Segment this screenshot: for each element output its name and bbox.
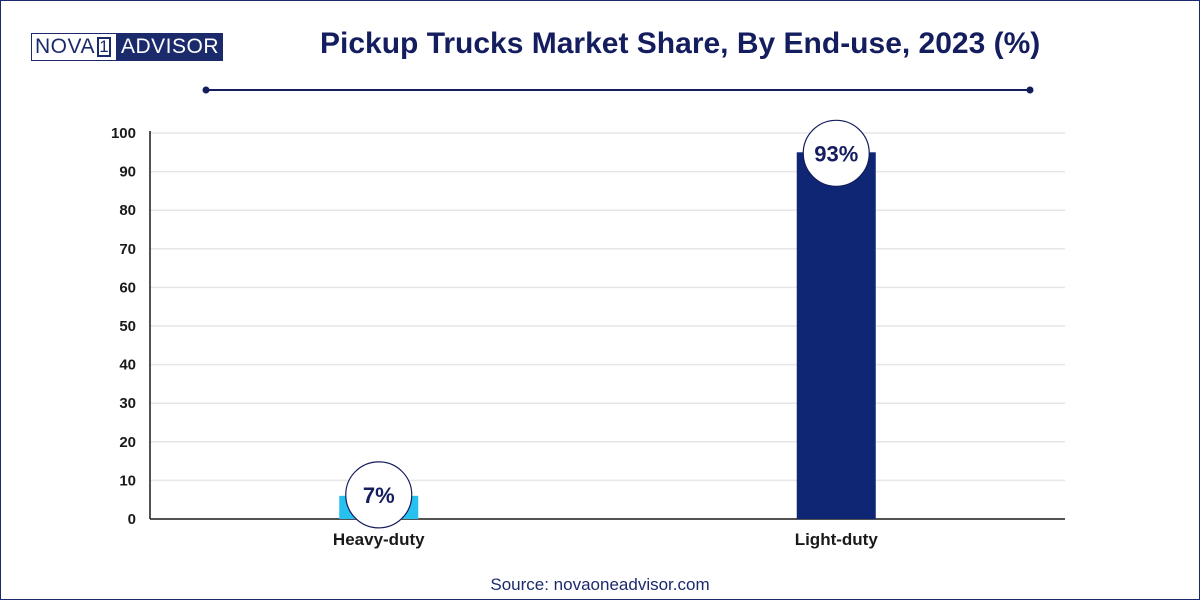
logo-nova-text: NOVA bbox=[35, 35, 95, 58]
y-tick-label: 0 bbox=[128, 511, 136, 528]
title-divider-dot-left bbox=[202, 86, 210, 94]
title-divider-dot-right bbox=[1026, 86, 1034, 94]
brand-logo: NOVA 1 ADVISOR bbox=[31, 33, 223, 61]
y-tick-label: 10 bbox=[119, 472, 136, 489]
y-tick-label: 90 bbox=[119, 164, 136, 181]
y-axis-ticks: 0 10 20 30 40 50 60 70 80 90 100 bbox=[111, 125, 136, 528]
x-axis-labels: Heavy-duty Light-duty bbox=[333, 530, 878, 549]
logo-advisor-text: ADVISOR bbox=[116, 33, 223, 61]
y-tick-label: 80 bbox=[119, 202, 136, 219]
x-tick-label: Heavy-duty bbox=[333, 530, 425, 549]
data-label: 93% bbox=[814, 141, 858, 166]
data-label: 7% bbox=[363, 483, 395, 508]
y-tick-label: 70 bbox=[119, 241, 136, 258]
logo-nova-box: NOVA 1 bbox=[31, 33, 117, 61]
y-tick-label: 50 bbox=[119, 318, 136, 335]
y-tick-label: 100 bbox=[111, 125, 136, 142]
logo-one-mark: 1 bbox=[96, 37, 111, 57]
bar-light-duty bbox=[796, 152, 876, 520]
data-labels: 7% 93% bbox=[345, 119, 870, 529]
x-tick-label: Light-duty bbox=[795, 530, 879, 549]
gridlines bbox=[149, 131, 1065, 520]
data-label-badge bbox=[345, 461, 413, 529]
title-divider bbox=[202, 86, 1034, 94]
source-note: Source: novaoneadvisor.com bbox=[490, 575, 710, 594]
y-tick-label: 60 bbox=[119, 279, 136, 296]
chart-title: Pickup Trucks Market Share, By End-use, … bbox=[320, 27, 1041, 60]
y-tick-label: 20 bbox=[119, 434, 136, 451]
y-tick-label: 30 bbox=[119, 395, 136, 412]
data-label-badge bbox=[802, 119, 870, 187]
bars bbox=[339, 152, 876, 520]
y-tick-label: 40 bbox=[119, 357, 136, 374]
